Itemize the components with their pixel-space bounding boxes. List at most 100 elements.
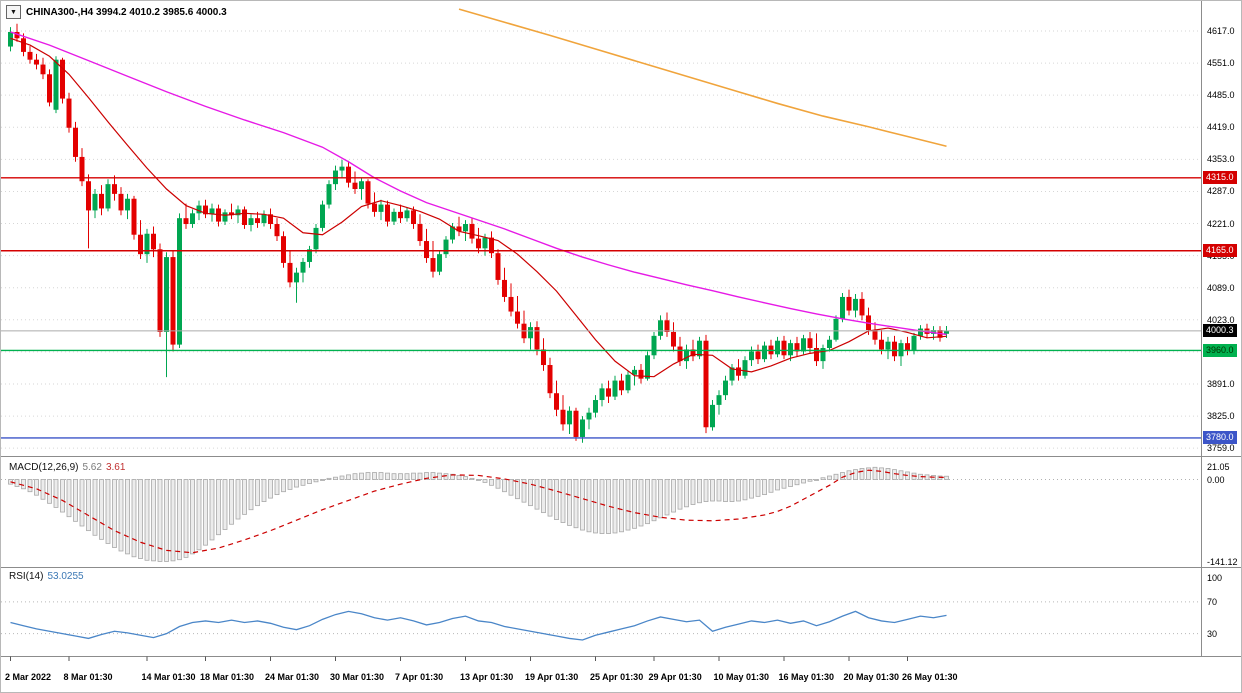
macd-indicator-label: MACD(12,26,9) 5.62 3.61 (9, 462, 129, 473)
macd-histogram-bar (144, 479, 150, 561)
candle-up (697, 340, 702, 357)
macd-histogram-bar (326, 477, 332, 480)
current-price-badge: 4000.3 (1203, 324, 1237, 338)
candle-down (66, 98, 72, 128)
candle-down (203, 205, 208, 215)
macd-value-main: 5.62 (82, 462, 102, 473)
macd-histogram-bar (502, 479, 507, 493)
macd-histogram-bar (762, 479, 767, 496)
macd-histogram-bar (879, 467, 884, 480)
candle-down (27, 51, 33, 60)
macd-histogram-bar (60, 479, 65, 513)
candle-down (476, 238, 481, 249)
macd-histogram-bar (99, 479, 104, 540)
candle-down (170, 257, 176, 345)
macd-histogram-bar (456, 475, 462, 480)
time-axis-label: 7 Apr 01:30 (395, 672, 444, 682)
macd-histogram-bar (372, 472, 377, 480)
candle-up (261, 214, 267, 224)
macd-histogram-bar (443, 473, 449, 480)
macd-histogram-bar (333, 476, 338, 480)
price-level-badge: 4315.0 (1203, 171, 1237, 185)
macd-histogram-bar (125, 479, 130, 555)
candle-up (827, 339, 832, 349)
time-axis-label: 13 Apr 01:30 (460, 672, 514, 682)
price-scale[interactable]: 4617.0 4551.0 4485.0 4419.0 4353.0 4287.0 4221… (1202, 1, 1241, 656)
macd-histogram-bar (112, 479, 117, 548)
candle-down (86, 181, 91, 211)
macd-histogram-bar (671, 479, 676, 513)
price-tick-label: 4353.0 (1207, 154, 1235, 165)
time-axis-label: 14 Mar 01:30 (141, 672, 196, 682)
time-axis-label: 16 May 01:30 (778, 672, 835, 682)
macd-histogram-bar (157, 479, 163, 562)
candle-down (814, 348, 819, 362)
candle-up (196, 205, 202, 214)
macd-histogram-bar (729, 479, 735, 502)
macd-histogram-bar (827, 475, 832, 480)
macd-histogram-bar (677, 479, 683, 510)
candle-down (73, 127, 78, 157)
macd-histogram-bar (177, 479, 182, 561)
macd-axis-label: -141.12 (1207, 556, 1238, 567)
candle-down (138, 234, 143, 255)
macd-histogram-bar (92, 479, 98, 536)
macd-histogram-bar (359, 472, 364, 480)
macd-histogram-bar (209, 479, 215, 541)
candle-up (378, 204, 384, 212)
candle-down (287, 262, 293, 283)
candle-down (515, 311, 520, 324)
candle-down (846, 296, 852, 311)
macd-histogram-bar (515, 479, 520, 500)
macd-signal-line (10, 469, 947, 554)
macd-histogram-bar (645, 479, 650, 525)
macd-histogram-bar (352, 473, 358, 480)
candle-up (222, 212, 228, 222)
candle-down (229, 212, 234, 216)
candle-up (294, 272, 299, 283)
macd-histogram-bar (274, 479, 280, 496)
time-scale[interactable]: 2 Mar 2022 8 Mar 01:30 14 Mar 01:30 18 Mar … (1, 656, 1241, 692)
candle-up (944, 330, 949, 334)
candle-down (151, 233, 156, 250)
macd-histogram-bar (664, 479, 670, 516)
time-axis-label: 20 May 01:30 (843, 672, 900, 682)
candle-down (281, 236, 286, 263)
candle-down (456, 226, 462, 232)
price-tick-label: 4419.0 (1207, 122, 1235, 133)
candle-up (658, 320, 663, 336)
candle-up (801, 338, 806, 352)
macd-histogram-bar (853, 469, 858, 480)
price-tick-label: 4617.0 (1207, 26, 1235, 36)
candle-down (157, 249, 163, 332)
macd-histogram-bar (716, 479, 722, 502)
candle-down (255, 218, 260, 224)
macd-histogram-bar (385, 472, 390, 480)
macd-histogram-bar (684, 479, 689, 508)
price-level-badge: 4165.0 (1203, 244, 1237, 258)
candle-down (534, 327, 540, 350)
candle-up (749, 351, 754, 361)
macd-histogram-bar (658, 479, 663, 519)
macd-histogram-bar (554, 479, 559, 520)
candle-up (53, 59, 59, 110)
time-axis-label: 26 May 01:30 (902, 672, 958, 682)
one-click-trading-toggle[interactable]: ▼ (6, 5, 21, 19)
candle-up (580, 419, 585, 437)
candle-down (879, 339, 884, 350)
macd-histogram-bar (736, 479, 741, 502)
candle-up (918, 328, 923, 336)
candle-up (625, 374, 631, 391)
time-axis-label: 29 Apr 01:30 (648, 672, 702, 682)
macd-histogram-bar (560, 479, 566, 523)
ma-slow-magenta-line (10, 31, 947, 336)
candle-down (79, 156, 85, 182)
candle-up (528, 327, 533, 339)
candle-down (619, 380, 624, 391)
candle-up (482, 237, 488, 249)
macd-histogram-bar (593, 479, 598, 534)
candle-down (118, 193, 124, 211)
candle-up (729, 367, 735, 381)
